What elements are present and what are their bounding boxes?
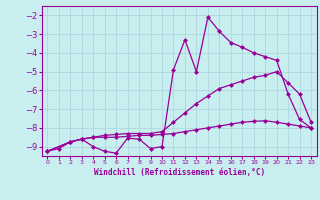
X-axis label: Windchill (Refroidissement éolien,°C): Windchill (Refroidissement éolien,°C) <box>94 168 265 177</box>
